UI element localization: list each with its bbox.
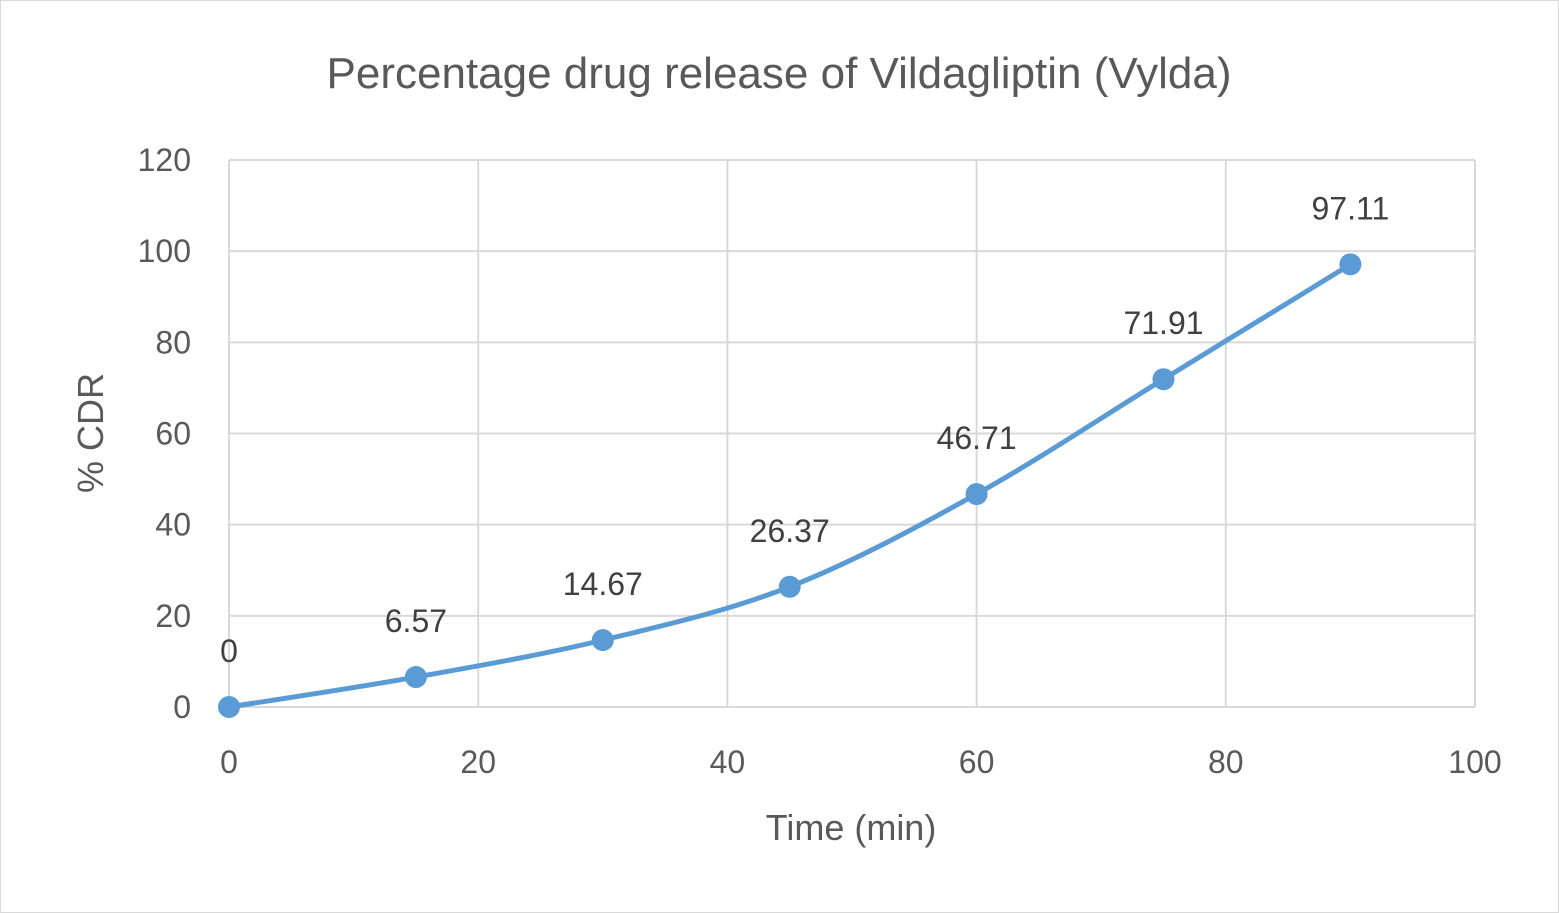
data-label: 97.11 <box>1312 190 1390 226</box>
data-label: 6.57 <box>385 603 447 639</box>
data-point <box>218 696 240 718</box>
x-axis-title: Time (min) <box>766 807 937 848</box>
y-tick-label: 100 <box>138 233 191 269</box>
x-axis-ticks: 0 20 40 60 80 100 <box>220 744 1502 780</box>
data-label: 26.37 <box>750 513 830 549</box>
x-tick-label: 100 <box>1448 744 1501 780</box>
data-point <box>404 666 427 689</box>
data-label: 14.67 <box>563 566 643 602</box>
data-label: 46.71 <box>937 420 1017 456</box>
data-point <box>591 629 614 652</box>
x-tick-label: 40 <box>710 744 746 780</box>
data-point <box>778 575 801 598</box>
x-tick-label: 20 <box>460 744 496 780</box>
data-point <box>965 483 988 506</box>
x-tick-label: 80 <box>1208 744 1244 780</box>
data-points <box>218 253 1362 718</box>
y-axis-title: % CDR <box>70 373 111 493</box>
data-point <box>1339 253 1362 276</box>
gridlines <box>228 159 1476 708</box>
data-labels: 0 6.57 14.67 26.37 46.71 71.91 97.11 <box>220 190 1389 669</box>
x-tick-label: 60 <box>959 744 995 780</box>
data-label: 0 <box>220 633 238 669</box>
y-tick-label: 20 <box>155 598 191 634</box>
y-tick-label: 80 <box>155 324 191 360</box>
y-tick-label: 40 <box>155 507 191 543</box>
chart-title: Percentage drug release of Vildagliptin … <box>327 49 1232 98</box>
data-label: 71.91 <box>1123 305 1203 341</box>
y-tick-label: 120 <box>138 142 191 178</box>
x-tick-label: 0 <box>220 744 238 780</box>
y-axis-ticks: 0 20 40 60 80 100 120 <box>138 142 191 725</box>
y-tick-label: 60 <box>155 416 191 452</box>
y-tick-label: 0 <box>173 689 191 725</box>
data-point <box>1152 368 1175 391</box>
